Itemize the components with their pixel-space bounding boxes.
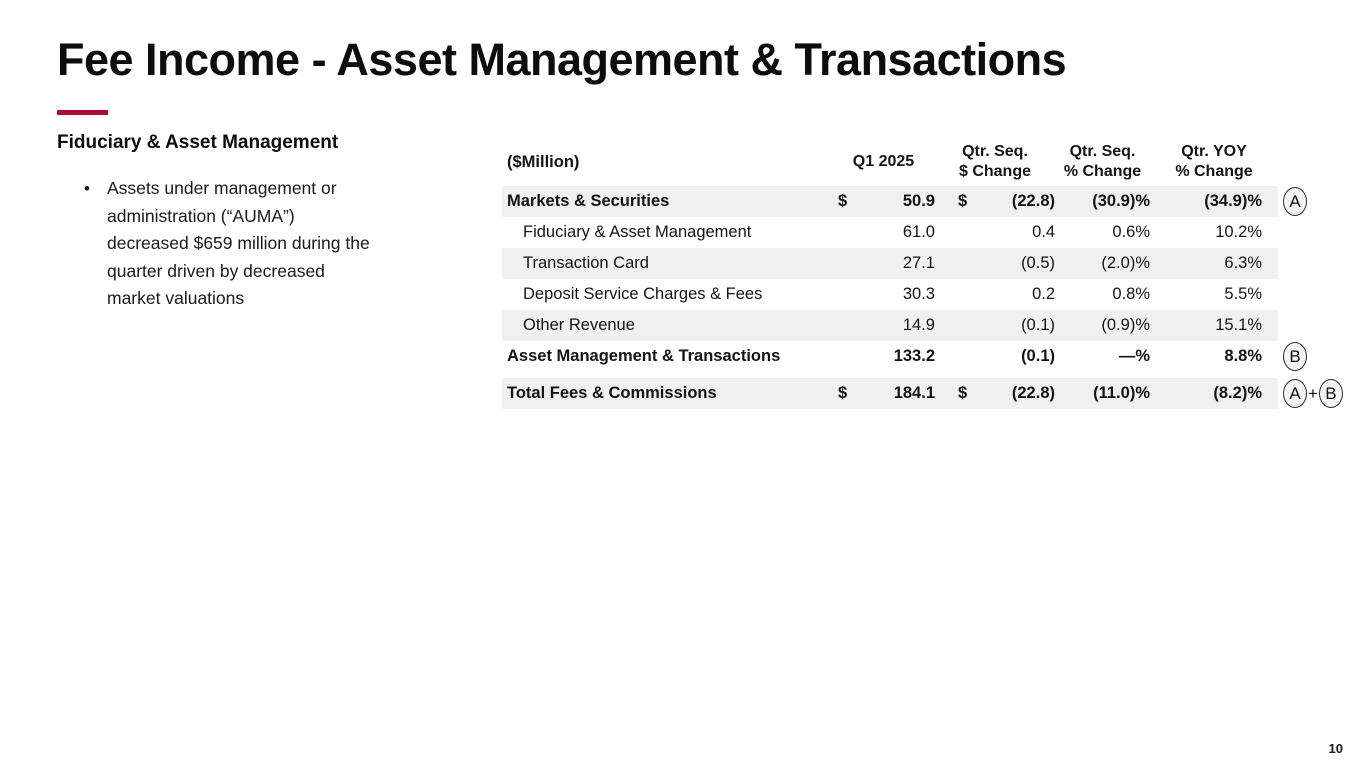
bullet-text: Assets under management or administratio…	[107, 178, 370, 308]
table-row-total-fees-commissions: Total Fees & Commissions $ 184.1 $ (22.8…	[502, 378, 1343, 409]
badge-a-circle: A	[1283, 187, 1307, 216]
row-label: Transaction Card	[523, 254, 649, 272]
currency-symbol: $	[958, 384, 968, 402]
table-row-markets-securities: Markets & Securities $ 50.9 $ (22.8) (30…	[502, 186, 1307, 217]
seq-dollar-change: (22.8)	[1011, 192, 1055, 210]
seq-pct-change: (2.0)%	[1101, 254, 1150, 272]
seq-dollar-change: 0.2	[1032, 285, 1055, 303]
table-header-row: ($Million) Q1 2025 Qtr. Seq. $ Change Qt…	[502, 138, 1278, 186]
bullet-item: • Assets under management or administrat…	[57, 175, 477, 313]
section-heading: Fiduciary & Asset Management	[57, 132, 339, 153]
row-label: Fiduciary & Asset Management	[523, 223, 752, 241]
table-unit-label: ($Million)	[507, 153, 580, 171]
title-accent-bar	[57, 110, 108, 115]
yoy-pct-change: 8.8%	[1224, 347, 1262, 365]
currency-symbol: $	[838, 384, 848, 402]
seq-dollar-change: (0.1)	[1021, 316, 1055, 334]
seq-pct-change: —%	[1118, 347, 1150, 365]
badge-a: A	[1283, 186, 1307, 217]
row-label: Total Fees & Commissions	[507, 384, 717, 402]
header-qtr-seq-pct-change: Qtr. Seq. % Change	[1055, 142, 1150, 182]
yoy-pct-change: 5.5%	[1224, 285, 1262, 303]
seq-dollar-change: (0.5)	[1021, 254, 1055, 272]
table-row-fiduciary-asset-management: Fiduciary & Asset Management 61.0 0.4 0.…	[502, 217, 1278, 248]
q1-value: 184.1	[893, 384, 935, 402]
q1-value: 30.3	[902, 285, 935, 303]
q1-value: 61.0	[902, 223, 935, 241]
currency-symbol: $	[958, 192, 968, 210]
header-line: % Change	[1175, 163, 1253, 180]
plus-sign: +	[1308, 383, 1318, 403]
page-title: Fee Income - Asset Management & Transact…	[57, 34, 1067, 85]
seq-pct-change: (0.9)%	[1101, 316, 1150, 334]
page-number: 10	[1328, 741, 1343, 756]
yoy-pct-change: 15.1%	[1215, 316, 1262, 334]
currency-symbol: $	[838, 192, 848, 210]
header-line: % Change	[1063, 163, 1142, 180]
seq-pct-change: 0.8%	[1112, 285, 1150, 303]
seq-dollar-change: (0.1)	[1021, 347, 1055, 365]
seq-pct-change: 0.6%	[1112, 223, 1150, 241]
header-line: Qtr. YOY	[1181, 143, 1247, 160]
table-row-asset-management-transactions: Asset Management & Transactions 133.2 (0…	[502, 341, 1307, 372]
seq-pct-change: (30.9)%	[1092, 192, 1150, 210]
q1-value: 14.9	[902, 316, 935, 334]
badge-a-plus-b: A + B	[1283, 378, 1343, 409]
seq-pct-change: (11.0)%	[1093, 384, 1150, 402]
yoy-pct-change: (8.2)%	[1213, 384, 1262, 402]
row-label: Other Revenue	[523, 316, 635, 334]
badge-b-circle: B	[1283, 342, 1307, 371]
q1-value: 27.1	[902, 254, 935, 272]
header-line: Qtr. Seq.	[1069, 143, 1136, 160]
table-row-other-revenue: Other Revenue 14.9 (0.1) (0.9)% 15.1%	[502, 310, 1278, 341]
header-qtr-yoy-pct-change: Qtr. YOY % Change	[1150, 142, 1278, 182]
fee-income-table: ($Million) Q1 2025 Qtr. Seq. $ Change Qt…	[502, 138, 1343, 409]
table-row-transaction-card: Transaction Card 27.1 (0.5) (2.0)% 6.3%	[502, 248, 1278, 279]
header-line: Qtr. Seq.	[962, 143, 1028, 160]
seq-dollar-change: 0.4	[1032, 223, 1055, 241]
table-row-deposit-service-charges: Deposit Service Charges & Fees 30.3 0.2 …	[502, 279, 1278, 310]
bullet-marker: •	[84, 179, 90, 198]
header-q1-2025: Q1 2025	[832, 152, 935, 172]
row-label: Asset Management & Transactions	[507, 347, 781, 365]
seq-dollar-change: (22.8)	[1011, 384, 1055, 402]
header-line: $ Change	[958, 163, 1031, 180]
header-line: Q1 2025	[852, 153, 915, 170]
yoy-pct-change: 10.2%	[1215, 223, 1262, 241]
header-qtr-seq-dollar-change: Qtr. Seq. $ Change	[935, 142, 1055, 182]
badge-b-circle: B	[1318, 379, 1343, 408]
yoy-pct-change: 6.3%	[1224, 254, 1262, 272]
badge-b: B	[1283, 341, 1307, 372]
q1-value: 133.2	[893, 347, 935, 365]
q1-value: 50.9	[902, 192, 935, 210]
left-panel: Fiduciary & Asset Management • Assets un…	[57, 132, 477, 313]
row-label: Markets & Securities	[507, 192, 670, 210]
badge-a-circle: A	[1283, 379, 1307, 408]
yoy-pct-change: (34.9)%	[1204, 192, 1262, 210]
row-label: Deposit Service Charges & Fees	[523, 285, 763, 303]
